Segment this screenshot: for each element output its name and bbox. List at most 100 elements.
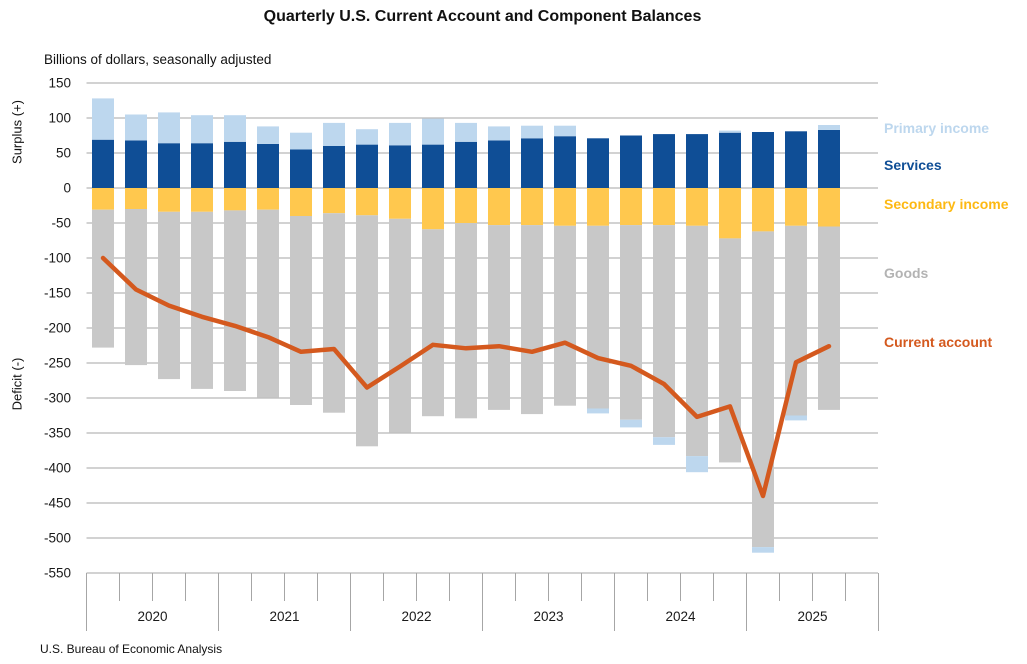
bar-segment-services bbox=[191, 143, 213, 188]
x-axis-year-label: 2021 bbox=[269, 609, 299, 624]
bar-segment-services bbox=[92, 139, 114, 188]
y-axis-tick-label: 150 bbox=[48, 76, 71, 91]
y-axis-tick-label: -200 bbox=[44, 321, 71, 336]
chart-title: Quarterly U.S. Current Account and Compo… bbox=[263, 8, 702, 25]
bar-segment-primary-income bbox=[125, 114, 147, 141]
bar-segment-primary-income bbox=[290, 132, 312, 150]
bar-segment-services bbox=[224, 141, 246, 188]
bar-segment-primary-income bbox=[257, 126, 279, 144]
x-axis-year-label: 2024 bbox=[665, 609, 696, 624]
y-axis-tick-label: -500 bbox=[44, 531, 71, 546]
bar-segment-secondary-income bbox=[92, 188, 114, 210]
bar-segment-primary-income bbox=[92, 98, 114, 140]
bar-segment-primary-income bbox=[521, 125, 543, 139]
bar-segment-primary-income bbox=[818, 125, 840, 130]
y-axis-tick-label: 50 bbox=[56, 146, 71, 161]
bar-segment-services bbox=[620, 135, 642, 188]
bar-segment-services bbox=[554, 136, 576, 188]
bar-segment-goods bbox=[620, 225, 642, 420]
bar-segment-services bbox=[422, 144, 444, 188]
bar-segment-goods bbox=[92, 209, 114, 348]
bar-segment-goods bbox=[818, 226, 840, 410]
bar-segment-services bbox=[521, 138, 543, 188]
bar-segment-primary-income bbox=[686, 456, 708, 473]
bar-segment-primary-income bbox=[653, 437, 675, 445]
bar-segment-goods bbox=[455, 223, 477, 419]
y-axis-tick-label: -550 bbox=[44, 566, 71, 581]
bar-segment-primary-income bbox=[323, 122, 345, 146]
y-axis-tick-label: -450 bbox=[44, 496, 71, 511]
y-axis-tick-label: -100 bbox=[44, 251, 71, 266]
bar-segment-goods bbox=[587, 225, 609, 409]
y-axis-tick-label: -50 bbox=[51, 216, 71, 231]
bar-segment-services bbox=[587, 138, 609, 188]
bar-segment-secondary-income bbox=[752, 188, 774, 232]
legend-item-current-account: Current account bbox=[884, 334, 993, 350]
bar-segment-services bbox=[125, 140, 147, 188]
bar-segment-secondary-income bbox=[620, 188, 642, 226]
bar-segment-primary-income bbox=[752, 547, 774, 553]
bar-segment-secondary-income bbox=[785, 188, 807, 226]
bar-segment-services bbox=[752, 132, 774, 188]
y-axis-tick-label: 0 bbox=[63, 181, 71, 196]
bar-segment-primary-income bbox=[455, 122, 477, 142]
bar-segment-secondary-income bbox=[422, 188, 444, 230]
bar-segment-goods bbox=[257, 209, 279, 398]
x-axis-year-label: 2020 bbox=[137, 609, 167, 624]
x-axis-year-label: 2023 bbox=[533, 609, 563, 624]
bar-segment-secondary-income bbox=[191, 188, 213, 212]
legend-item-services: Services bbox=[884, 157, 942, 173]
bar-segment-secondary-income bbox=[719, 188, 741, 239]
x-axis-year-label: 2025 bbox=[797, 609, 827, 624]
bar-segment-secondary-income bbox=[356, 188, 378, 216]
bar-segment-primary-income bbox=[554, 125, 576, 137]
bar-segment-primary-income bbox=[191, 115, 213, 144]
bar-segment-services bbox=[686, 134, 708, 188]
bar-segment-services bbox=[389, 145, 411, 188]
bar-segment-secondary-income bbox=[158, 188, 180, 212]
bar-segment-goods bbox=[224, 210, 246, 391]
bar-segment-services bbox=[290, 149, 312, 188]
bar-segment-primary-income bbox=[620, 419, 642, 428]
bar-segment-goods bbox=[488, 225, 510, 410]
bar-segment-goods bbox=[785, 225, 807, 416]
legend-item-primary-income: Primary income bbox=[884, 120, 990, 136]
bar-segment-goods bbox=[422, 229, 444, 417]
bar-segment-primary-income bbox=[587, 408, 609, 414]
bar-segment-goods bbox=[686, 225, 708, 457]
x-axis-year-label: 2022 bbox=[401, 609, 431, 624]
bar-segment-secondary-income bbox=[125, 188, 147, 209]
chart-legend: Primary income Services Secondary income Go… bbox=[884, 0, 1027, 664]
bar-segment-secondary-income bbox=[224, 188, 246, 211]
y-axis-tick-label: -150 bbox=[44, 286, 71, 301]
bar-segment-services bbox=[257, 143, 279, 188]
bar-segment-goods bbox=[356, 215, 378, 447]
bar-segment-primary-income bbox=[356, 129, 378, 145]
bar-segment-secondary-income bbox=[818, 188, 840, 227]
y-axis-tick-label: -250 bbox=[44, 356, 71, 371]
y-axis-tick-label: -400 bbox=[44, 461, 71, 476]
bar-segment-services bbox=[323, 146, 345, 188]
bar-segment-services bbox=[653, 134, 675, 188]
bar-segment-primary-income bbox=[785, 415, 807, 421]
y-axis-tick-label: -300 bbox=[44, 391, 71, 406]
bar-segment-services bbox=[158, 143, 180, 188]
bar-segment-services bbox=[818, 129, 840, 188]
bar-segment-secondary-income bbox=[257, 188, 279, 210]
bar-segment-secondary-income bbox=[455, 188, 477, 223]
bar-segment-secondary-income bbox=[554, 188, 576, 226]
bar-segment-primary-income bbox=[389, 122, 411, 146]
bar-segment-goods bbox=[323, 213, 345, 413]
bar-segment-services bbox=[785, 131, 807, 188]
bar-segment-secondary-income bbox=[686, 188, 708, 226]
bar-segment-secondary-income bbox=[323, 188, 345, 214]
bar-segment-primary-income bbox=[422, 118, 444, 145]
bar-segment-goods bbox=[653, 225, 675, 438]
bar-segment-goods bbox=[521, 225, 543, 415]
bar-segment-secondary-income bbox=[488, 188, 510, 226]
legend-item-secondary-income: Secondary income bbox=[884, 196, 1009, 212]
current-account-line bbox=[100, 255, 832, 499]
bar-segment-secondary-income bbox=[587, 188, 609, 226]
bar-segment-secondary-income bbox=[389, 188, 411, 219]
